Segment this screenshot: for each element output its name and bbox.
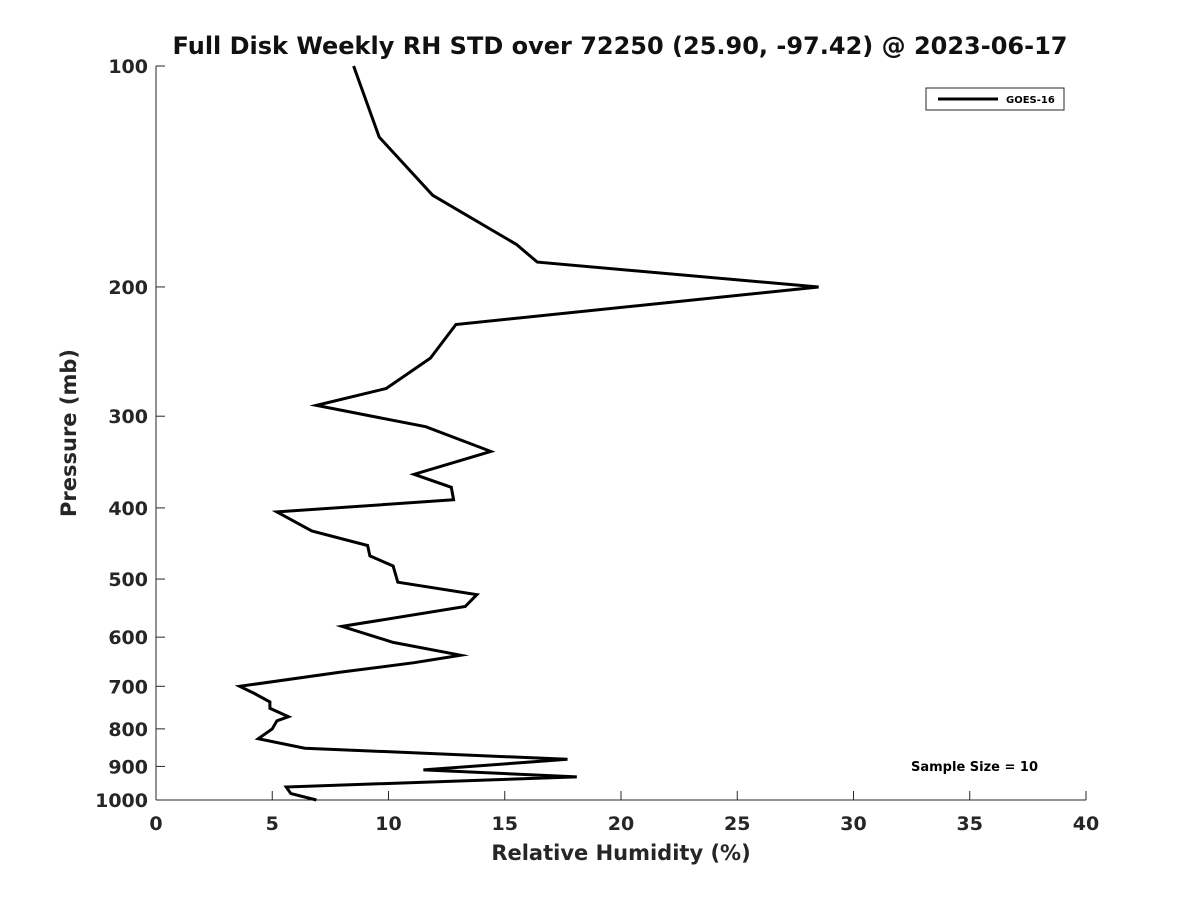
y-tick-label: 700	[108, 676, 148, 698]
y-tick-label: 100	[108, 56, 148, 78]
y-tick-label: 600	[108, 627, 148, 649]
y-tick-label: 200	[108, 277, 148, 299]
y-tick-label: 500	[108, 569, 148, 591]
y-axis-label: Pressure (mb)	[57, 349, 81, 517]
sample-size-annotation: Sample Size = 10	[911, 760, 1038, 775]
x-tick-label: 25	[724, 813, 750, 835]
y-tick-label: 300	[108, 406, 148, 428]
x-tick-label: 5	[266, 813, 279, 835]
y-tick-label: 900	[108, 756, 148, 778]
legend-label-goes-16: GOES-16	[1006, 95, 1055, 106]
y-ticks: 100 200 300 400 500 600 700 800 900 1000	[95, 56, 165, 812]
chart-title: Full Disk Weekly RH STD over 72250 (25.9…	[173, 32, 1068, 60]
x-tick-label: 35	[957, 813, 983, 835]
series-line-goes-16	[234, 65, 819, 802]
x-tick-label: 10	[375, 813, 401, 835]
x-tick-label: 40	[1073, 813, 1099, 835]
x-tick-label: 0	[149, 813, 162, 835]
x-tick-label: 30	[840, 813, 866, 835]
y-tick-label: 800	[108, 719, 148, 741]
x-tick-label: 20	[608, 813, 634, 835]
plot-area: 0 5 10 15 20 25 30 35 40 100 200 300 400 500 600 700 80…	[95, 56, 1099, 835]
series-group	[234, 65, 819, 802]
x-tick-label: 15	[492, 813, 518, 835]
x-axis-label: Relative Humidity (%)	[491, 841, 750, 865]
y-tick-label: 1000	[95, 790, 148, 812]
x-ticks: 0 5 10 15 20 25 30 35 40	[149, 791, 1099, 835]
legend: GOES-16	[925, 87, 1065, 111]
y-tick-label: 400	[108, 498, 148, 520]
